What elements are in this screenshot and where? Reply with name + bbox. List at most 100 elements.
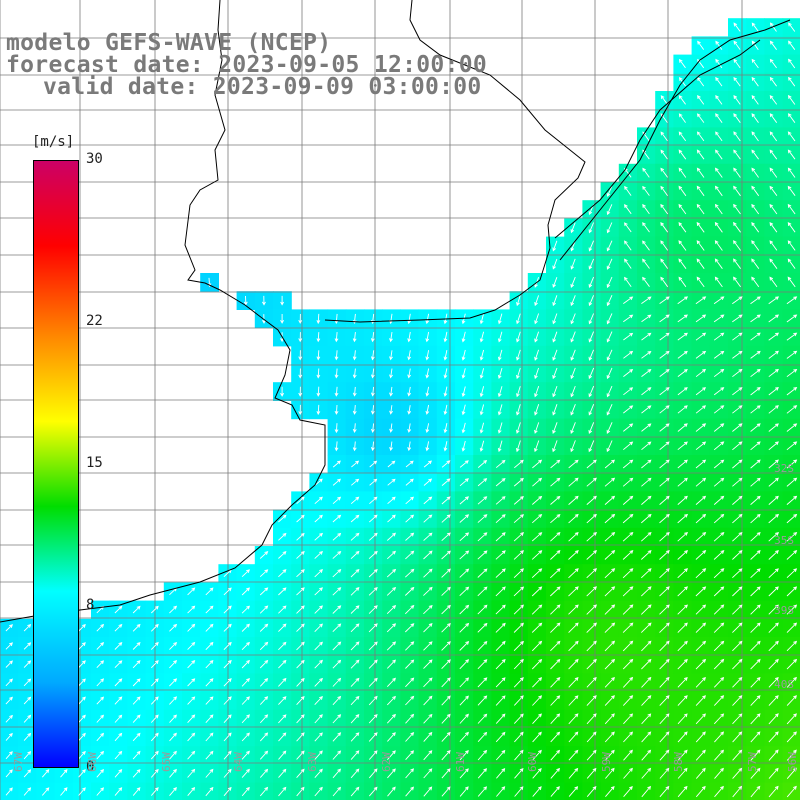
- wind-arrow: [479, 349, 485, 361]
- wind-arrow: [606, 313, 613, 325]
- wind-arrow: [641, 405, 652, 414]
- wind-arrow: [570, 404, 576, 416]
- wind-arrow: [623, 749, 633, 761]
- wind-arrow: [568, 550, 579, 560]
- wind-arrow: [786, 368, 798, 378]
- wind-arrow: [425, 441, 430, 452]
- wind-arrow: [278, 659, 287, 669]
- wind-arrow: [370, 441, 375, 452]
- wind-arrow: [368, 714, 378, 724]
- wind-arrow: [532, 786, 542, 797]
- wind-arrow: [786, 658, 798, 670]
- wind-arrow: [314, 786, 323, 797]
- wind-arrow: [114, 750, 123, 760]
- wind-arrow: [768, 767, 779, 779]
- wind-arrow: [750, 640, 761, 652]
- wind-arrow: [368, 587, 378, 596]
- wind-arrow: [423, 713, 433, 724]
- wind-arrow: [332, 460, 341, 468]
- wind-arrow: [423, 677, 433, 688]
- wind-arrow: [677, 586, 688, 597]
- wind-arrow: [497, 404, 503, 416]
- wind-arrow: [169, 732, 177, 742]
- wind-arrow: [278, 786, 287, 797]
- wind-arrow: [495, 749, 506, 761]
- wind-arrow: [531, 532, 543, 542]
- wind-arrow: [751, 185, 760, 197]
- wind-arrow: [550, 786, 560, 797]
- lon-label: 63W: [306, 752, 319, 772]
- ocean-cell: [782, 36, 800, 56]
- wind-arrow: [622, 604, 634, 615]
- wind-arrow: [459, 568, 470, 578]
- wind-arrow: [659, 314, 670, 323]
- wind-arrow: [568, 513, 579, 524]
- colorbar-tick-label: 22: [86, 313, 103, 330]
- wind-arrow: [787, 276, 796, 288]
- wind-arrow: [332, 623, 342, 633]
- wind-arrow: [549, 568, 561, 579]
- wind-arrow: [187, 732, 196, 742]
- wind-arrow: [642, 167, 650, 178]
- wind-arrow: [132, 696, 141, 705]
- wind-arrow: [386, 659, 396, 669]
- wind-arrow: [298, 332, 303, 343]
- wind-arrow: [570, 295, 576, 307]
- wind-arrow: [479, 404, 485, 416]
- wind-arrow: [622, 676, 634, 688]
- wind-arrow: [750, 513, 761, 524]
- wind-arrow: [461, 386, 466, 397]
- wind-arrow: [695, 749, 706, 761]
- lon-label: 60W: [526, 752, 539, 772]
- wind-arrow: [552, 295, 558, 307]
- wind-arrow: [622, 658, 634, 670]
- wind-arrow: [477, 568, 488, 578]
- wind-arrow: [350, 677, 360, 687]
- wind-arrow: [750, 767, 761, 779]
- wind-arrow: [660, 240, 669, 251]
- wind-arrow: [461, 349, 466, 361]
- wind-arrow: [405, 496, 415, 505]
- wind-arrow: [531, 604, 543, 615]
- wind-arrow: [497, 313, 503, 325]
- wind-arrow: [332, 695, 342, 706]
- wind-arrow: [405, 550, 415, 560]
- wind-arrow: [423, 586, 433, 596]
- ocean-cell: [782, 145, 800, 165]
- wind-arrow: [96, 750, 105, 760]
- wind-arrow: [5, 678, 13, 687]
- wind-arrow: [534, 349, 540, 361]
- wind-arrow: [552, 313, 558, 325]
- wind-arrow: [623, 369, 634, 377]
- wind-arrow: [334, 404, 339, 415]
- wind-arrow: [351, 460, 360, 468]
- wind-arrow: [423, 478, 433, 486]
- wind-arrow: [641, 658, 652, 670]
- lon-label: 62W: [380, 752, 393, 772]
- wind-arrow: [769, 58, 777, 69]
- wind-arrow: [516, 331, 521, 343]
- wind-arrow: [496, 767, 506, 779]
- wind-arrow: [623, 296, 634, 304]
- wind-arrow: [150, 696, 159, 705]
- wind-arrow: [732, 350, 743, 359]
- wind-arrow: [534, 367, 540, 380]
- wind-arrow: [532, 695, 543, 706]
- wind-arrow: [280, 295, 284, 306]
- wind-arrow: [678, 203, 687, 215]
- wind-arrow: [659, 676, 670, 688]
- wind-arrow: [677, 550, 688, 560]
- wind-arrow: [223, 714, 232, 724]
- wind-arrow: [713, 423, 725, 432]
- wind-arrow: [96, 660, 105, 669]
- wind-arrow: [624, 276, 632, 287]
- wind-arrow: [586, 586, 597, 597]
- wind-arrow: [552, 331, 558, 343]
- wind-arrow: [259, 786, 269, 797]
- wind-arrow: [695, 622, 707, 633]
- wind-arrow: [714, 767, 724, 779]
- wind-arrow: [423, 623, 433, 633]
- wind-arrow: [660, 95, 668, 105]
- wind-arrow: [787, 167, 796, 178]
- wind-arrow: [550, 731, 561, 743]
